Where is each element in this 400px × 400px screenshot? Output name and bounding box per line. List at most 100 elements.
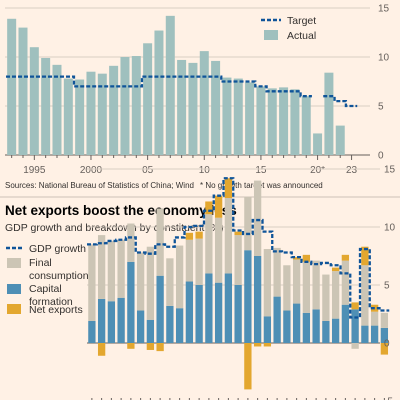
net-exports-bar (156, 343, 164, 352)
final-consumption-bar (166, 258, 174, 306)
chart1-y-ticks: 0 5 10 15 (378, 4, 390, 162)
chart1-x-tick-label: 2000 (80, 165, 103, 176)
net-exports-bar (185, 232, 194, 240)
net-exports-bar (214, 195, 223, 218)
actual-bar (279, 87, 289, 155)
actual-bar (154, 30, 164, 155)
capital-formation-bar (292, 303, 301, 343)
capital-formation-bar (322, 320, 330, 343)
actual-bar (143, 43, 153, 155)
final-consumption-bar (380, 312, 389, 328)
final-consumption-bar (107, 240, 116, 302)
capital-formation-bar (107, 301, 116, 343)
final-consumption-bar (127, 223, 135, 262)
chart1-target-line (6, 75, 358, 108)
target-line (6, 75, 358, 108)
chart2-gridlines (87, 168, 380, 344)
chart2-y-tick-label: 10 (384, 223, 396, 234)
actual-bar (301, 96, 311, 155)
actual-bar (177, 59, 187, 155)
footnote: * No growth target was announced (200, 181, 323, 190)
capital-formation-bar (214, 282, 223, 343)
final-consumption-bar (146, 246, 155, 320)
actual-bar (41, 57, 51, 156)
chart2-y-tick-label: 5 (384, 281, 390, 292)
final-consumption-bar (263, 249, 272, 317)
legend-netexports-swatch (7, 304, 21, 314)
actual-bar (75, 79, 85, 155)
capital-formation-bar (127, 261, 135, 343)
final-consumption-bar (361, 265, 369, 326)
final-consumption-bar (97, 235, 106, 299)
final-consumption-bar (195, 238, 203, 285)
final-consumption-bar (136, 252, 145, 311)
chart2-y-tick-label: -5 (384, 397, 393, 400)
capital-formation-bar (195, 285, 203, 343)
net-exports-bar (292, 257, 301, 260)
capital-formation-bar (205, 273, 213, 343)
legend-consumption-swatch (7, 258, 21, 268)
chart2-y-tick-label: 0 (384, 339, 390, 350)
capital-formation-bar (244, 250, 252, 343)
net-exports-bar (234, 231, 242, 236)
net-exports-bar (331, 267, 340, 272)
actual-bar (233, 78, 243, 155)
capital-formation-bar (136, 310, 145, 343)
capital-formation-bar (224, 273, 233, 343)
net-exports-bar (380, 343, 389, 355)
final-consumption-bar (205, 214, 213, 274)
legend-gdp-label: GDP growth (29, 243, 86, 255)
legend-consumption-label: Final consumption (29, 257, 89, 282)
net-exports-bar (263, 343, 272, 347)
gdp-breakdown-chart: Net exports boost the economy less GDP g… (5, 165, 396, 400)
actual-bar (324, 72, 334, 155)
capital-formation-bar (341, 304, 350, 343)
capital-formation-bar (146, 319, 155, 343)
final-consumption-bar (302, 261, 311, 313)
legend-actual-swatch (264, 30, 278, 40)
net-exports-bar (205, 201, 213, 215)
actual-bar (131, 56, 141, 155)
final-consumption-bar (175, 245, 184, 309)
net-exports-bar (341, 254, 350, 261)
legend-netexports-label: Net exports (29, 304, 83, 316)
net-exports-bar (302, 254, 311, 262)
net-exports-bar (224, 178, 233, 198)
chart2-y-ticks: -5 0 5 10 15 (384, 165, 396, 400)
chart1-y-tick-label: 5 (378, 102, 384, 113)
chart2-legend: GDP growth Final consumption Capital for… (6, 243, 89, 316)
final-consumption-bar (331, 271, 340, 319)
final-consumption-bar (370, 311, 379, 326)
actual-bar (63, 78, 73, 155)
chart1-y-tick-label: 15 (378, 4, 390, 15)
capital-formation-bar (370, 325, 379, 343)
actual-bar (97, 73, 107, 155)
capital-formation-bar (273, 296, 281, 343)
chart1-x-ticks: 1995 2000 05 10 15 20* 23 (11, 155, 358, 176)
final-consumption-bar (224, 198, 233, 274)
chart1-x-tick-label: 10 (199, 165, 211, 176)
chart2-stacked-bars (88, 178, 389, 390)
capital-formation-bar (312, 309, 320, 343)
chart1-y-tick-label: 0 (378, 151, 384, 162)
actual-bar (18, 27, 28, 156)
gdp-growth-line (87, 177, 390, 319)
chart1-legend: Target Actual (261, 15, 316, 42)
chart1-x-tick-label: 23 (346, 165, 358, 176)
net-exports-bar (146, 343, 155, 350)
net-exports-bar (351, 302, 359, 310)
capital-formation-bar (156, 275, 164, 343)
actual-bar (199, 51, 209, 156)
capital-formation-bar (380, 327, 389, 343)
actual-bar (52, 64, 62, 155)
final-consumption-bar (351, 343, 359, 349)
chart1-x-tick-label: 20* (310, 165, 325, 176)
chart1-x-tick-label: 15 (255, 165, 267, 176)
final-consumption-bar (292, 259, 301, 304)
capital-formation-bar (263, 316, 272, 343)
actual-bar (313, 133, 323, 155)
net-exports-bar (97, 343, 106, 356)
actual-bar (222, 77, 232, 155)
